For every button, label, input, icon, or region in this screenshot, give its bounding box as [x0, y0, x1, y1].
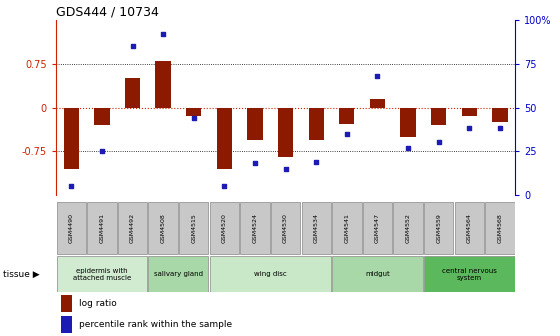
Bar [278, 108, 293, 157]
Point [434, 140, 443, 145]
Text: percentile rank within the sample: percentile rank within the sample [79, 320, 232, 329]
Text: GSM4534: GSM4534 [314, 213, 319, 243]
Bar [60, 295, 72, 312]
Point [97, 149, 106, 154]
Bar [179, 202, 208, 254]
Bar [118, 202, 147, 254]
Text: GSM4508: GSM4508 [161, 213, 166, 243]
Bar [455, 202, 484, 254]
Point [250, 161, 259, 166]
Point [496, 126, 505, 131]
Bar [148, 256, 208, 292]
Point [465, 126, 474, 131]
Bar [363, 202, 392, 254]
Point [128, 44, 137, 49]
Point [220, 183, 229, 189]
Bar [339, 108, 354, 124]
Point [342, 131, 351, 136]
Text: central nervous
system: central nervous system [442, 268, 497, 281]
Text: GSM4515: GSM4515 [192, 213, 196, 243]
Bar [60, 316, 72, 333]
Text: GSM4552: GSM4552 [405, 213, 410, 243]
Point [312, 159, 321, 164]
Bar [186, 108, 202, 116]
Bar [309, 108, 324, 139]
Point [67, 183, 76, 189]
Bar [424, 256, 515, 292]
Text: epidermis with
attached muscle: epidermis with attached muscle [73, 268, 131, 281]
Point [404, 145, 413, 151]
Bar [87, 202, 116, 254]
Text: GSM4530: GSM4530 [283, 213, 288, 243]
Bar [209, 256, 331, 292]
Point [189, 115, 198, 121]
Text: GSM4490: GSM4490 [69, 213, 74, 243]
Text: log ratio: log ratio [79, 299, 116, 308]
Bar [94, 108, 110, 125]
Text: salivary gland: salivary gland [154, 271, 203, 277]
Text: GSM4492: GSM4492 [130, 213, 135, 243]
Bar [492, 108, 507, 122]
Bar [64, 108, 79, 169]
Bar [332, 256, 423, 292]
Bar [209, 202, 239, 254]
Bar [125, 78, 140, 108]
Bar [148, 202, 178, 254]
Text: wing disc: wing disc [254, 271, 287, 277]
Text: GDS444 / 10734: GDS444 / 10734 [56, 6, 159, 19]
Bar [485, 202, 515, 254]
Text: GSM4541: GSM4541 [344, 213, 349, 243]
Bar [240, 202, 270, 254]
Bar [332, 202, 362, 254]
Text: GSM4559: GSM4559 [436, 213, 441, 243]
Point [373, 73, 382, 79]
Bar [156, 61, 171, 108]
Text: GSM4568: GSM4568 [497, 213, 502, 243]
Text: GSM4520: GSM4520 [222, 213, 227, 243]
Text: GSM4491: GSM4491 [100, 213, 104, 243]
Bar [217, 108, 232, 169]
Text: midgut: midgut [365, 271, 390, 277]
Text: GSM4547: GSM4547 [375, 213, 380, 243]
Point [158, 32, 167, 37]
Bar [393, 202, 423, 254]
Text: GSM4564: GSM4564 [467, 213, 472, 243]
Bar [424, 202, 454, 254]
Bar [248, 108, 263, 139]
Point [281, 166, 290, 171]
Bar [271, 202, 300, 254]
Bar [370, 99, 385, 108]
Bar [431, 108, 446, 125]
Bar [461, 108, 477, 116]
Bar [57, 202, 86, 254]
Bar [301, 202, 331, 254]
Bar [400, 108, 416, 137]
Text: GSM4524: GSM4524 [253, 213, 258, 243]
Text: tissue ▶: tissue ▶ [3, 270, 39, 279]
Bar [57, 256, 147, 292]
